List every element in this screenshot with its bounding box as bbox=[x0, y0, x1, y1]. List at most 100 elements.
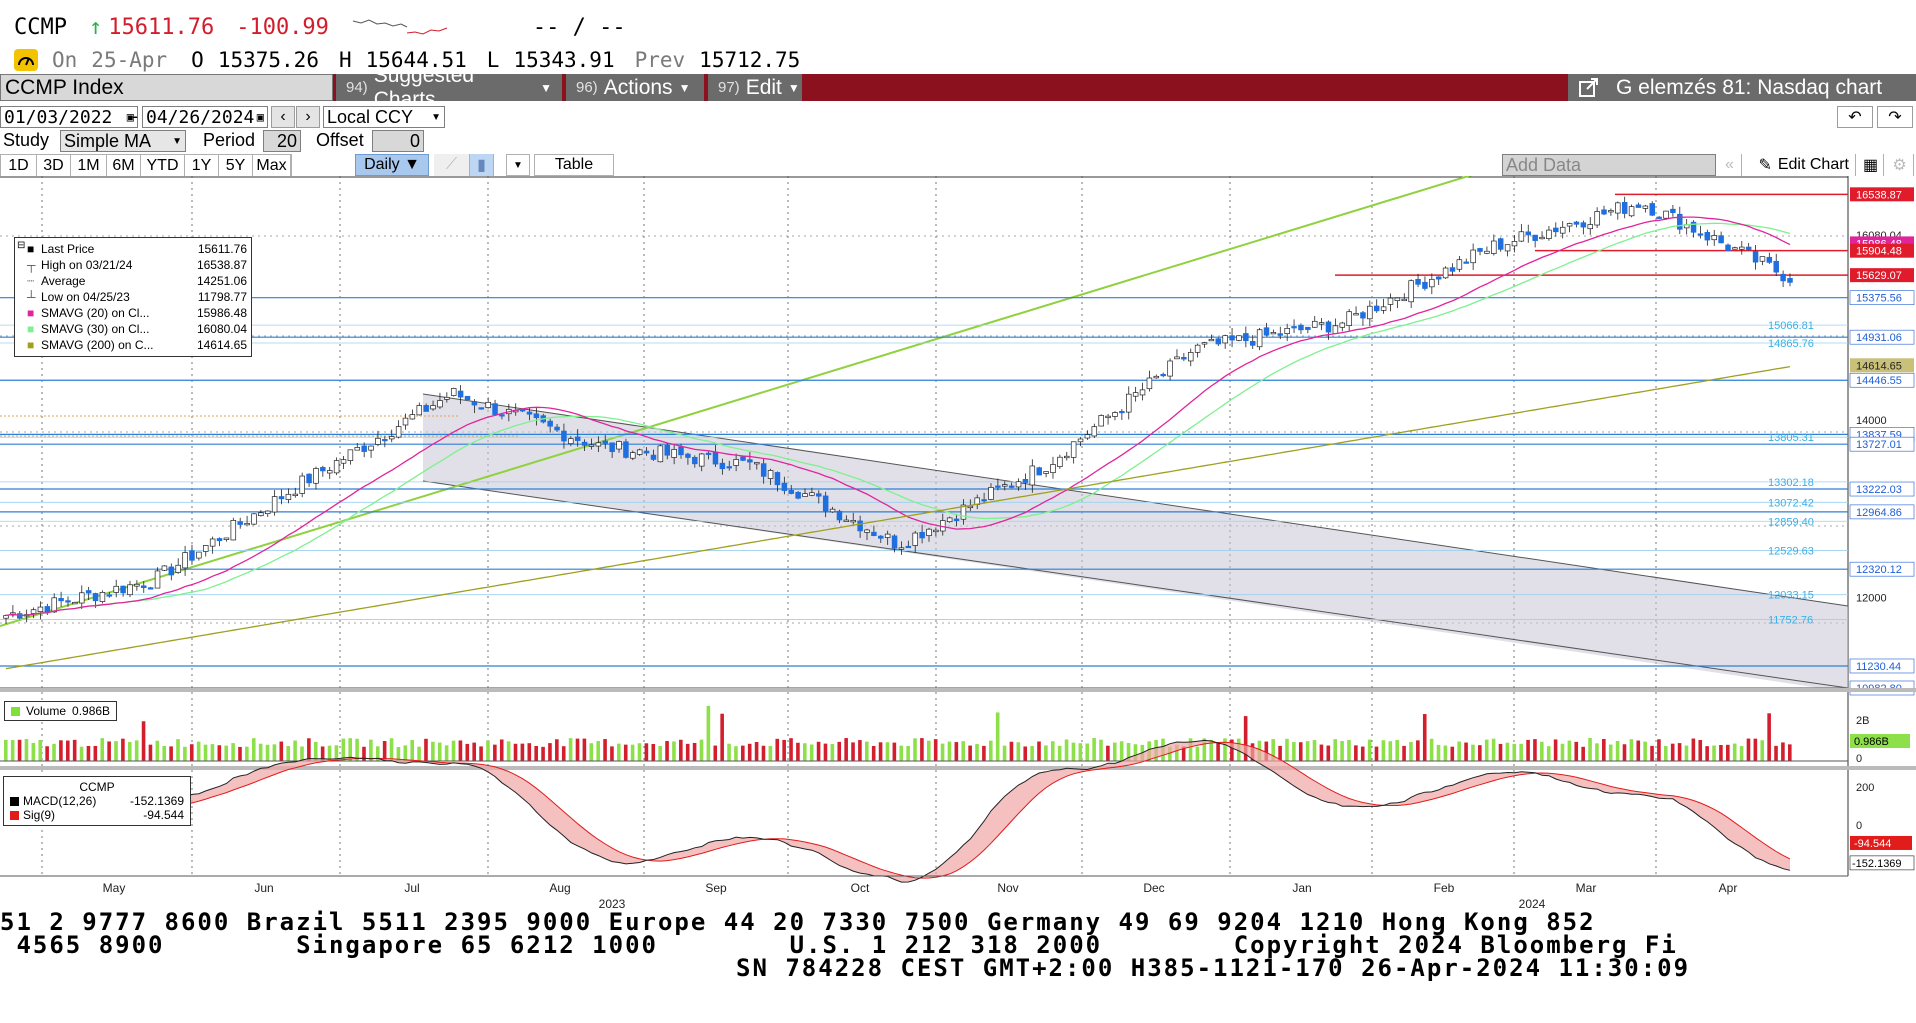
prev-period-button[interactable]: ‹ bbox=[271, 106, 295, 128]
price-tag bbox=[1849, 504, 1915, 520]
candle bbox=[1635, 204, 1642, 208]
suggested-charts-menu[interactable]: 94) Suggested Charts ▼ bbox=[336, 64, 562, 111]
candle bbox=[1112, 412, 1118, 417]
legend-value: 15986.48 bbox=[196, 306, 247, 320]
undo-button[interactable]: ↶ bbox=[1837, 106, 1873, 128]
volume-bar bbox=[1071, 742, 1076, 761]
volume-bar bbox=[107, 741, 111, 761]
candle bbox=[1546, 229, 1552, 239]
volume-bar bbox=[988, 740, 993, 761]
chart-type-dropdown[interactable]: ▼ bbox=[506, 154, 530, 176]
range-1d[interactable]: 1D bbox=[1, 155, 37, 177]
range-max[interactable]: Max bbox=[253, 155, 291, 177]
end-date-field[interactable]: 04/26/2024 ▣ bbox=[142, 106, 268, 128]
gauge-icon[interactable] bbox=[14, 49, 38, 71]
volume-bar bbox=[699, 739, 704, 761]
volume-bar bbox=[1595, 743, 1599, 761]
range-5y[interactable]: 5Y bbox=[219, 155, 253, 177]
range-3d[interactable]: 3D bbox=[37, 155, 71, 177]
calendar-icon[interactable]: ▣ bbox=[126, 110, 134, 124]
calendar-icon[interactable]: ▣ bbox=[256, 110, 264, 124]
volume-bar bbox=[1484, 739, 1489, 761]
volume-bar bbox=[45, 746, 49, 761]
frequency-select[interactable]: Daily ▼ bbox=[355, 154, 429, 176]
price-chart[interactable]: 15066.81 14865.76 13805.31 13302.18 13072.42… bbox=[0, 176, 1916, 918]
offset-input[interactable]: 0 bbox=[372, 130, 424, 152]
candle bbox=[244, 523, 250, 526]
volume-bar bbox=[947, 741, 952, 761]
volume-bar bbox=[1292, 742, 1296, 761]
chart-settings-button[interactable]: ▦ bbox=[1858, 154, 1884, 176]
volume-bar bbox=[1119, 741, 1124, 761]
start-date-field[interactable]: 01/03/2022 ▣ bbox=[0, 106, 138, 128]
menu-label: Actions bbox=[603, 75, 673, 99]
volume-bar bbox=[1278, 745, 1282, 761]
level-label: 13302.18 bbox=[1768, 477, 1814, 489]
volume-bar bbox=[1698, 740, 1703, 761]
table-button[interactable]: Table bbox=[534, 154, 614, 176]
volume-bar bbox=[1650, 745, 1654, 761]
currency-select[interactable]: Local CCY ▼ bbox=[323, 106, 445, 128]
volume-axis-label: 0 bbox=[1856, 753, 1862, 765]
redo-button[interactable]: ↷ bbox=[1877, 106, 1913, 128]
candle bbox=[1167, 360, 1173, 377]
range-ytd[interactable]: YTD bbox=[141, 155, 185, 177]
next-period-button[interactable]: › bbox=[296, 106, 320, 128]
security-field[interactable]: CCMP Index bbox=[0, 74, 333, 101]
bid-ask: -- / -- bbox=[532, 14, 626, 40]
volume-bar bbox=[1340, 741, 1344, 761]
volume-bar bbox=[513, 743, 518, 761]
candle bbox=[643, 450, 650, 454]
double-chevron-left-icon: « bbox=[1725, 156, 1734, 173]
volume-bar bbox=[258, 743, 263, 761]
volume-bar bbox=[141, 721, 146, 761]
macd-legend: CCMP MACD(12,26) -152.1369 Sig(9) -94.54… bbox=[3, 776, 191, 826]
candle bbox=[671, 449, 677, 458]
bar-chart-button[interactable]: ▮ bbox=[470, 154, 494, 176]
volume-bar bbox=[1092, 738, 1096, 761]
candle bbox=[471, 401, 478, 406]
level-label: 15066.81 bbox=[1768, 320, 1814, 332]
volume-bar bbox=[596, 741, 600, 761]
settings-button[interactable]: ⚙ bbox=[1886, 154, 1914, 176]
candle bbox=[692, 456, 698, 465]
range-1y[interactable]: 1Y bbox=[185, 155, 219, 177]
volume-bar bbox=[134, 740, 139, 761]
edit-menu[interactable]: 97) Edit ▼ bbox=[708, 74, 802, 101]
actions-menu[interactable]: 96) Actions ▼ bbox=[566, 74, 704, 101]
range-1m[interactable]: 1M bbox=[71, 155, 107, 177]
collapse-button[interactable]: « bbox=[1718, 154, 1742, 176]
chart-title-button[interactable]: G elemzés 81: Nasdaq chart bbox=[1568, 74, 1916, 101]
candle bbox=[1153, 375, 1160, 379]
volume-bar bbox=[1044, 745, 1048, 761]
candle bbox=[1615, 202, 1621, 214]
price-tag bbox=[1849, 329, 1915, 345]
period-input[interactable]: 20 bbox=[263, 130, 301, 152]
legend-swatch: ■ bbox=[27, 306, 35, 320]
period-value: 20 bbox=[276, 130, 297, 151]
candle bbox=[161, 565, 168, 571]
volume-bar bbox=[272, 744, 277, 761]
add-data-input[interactable]: Add Data bbox=[1502, 154, 1716, 176]
signal-tag bbox=[1850, 835, 1912, 850]
volume-bar bbox=[1126, 742, 1131, 761]
month-label: Mar bbox=[1576, 881, 1597, 895]
volume-bar bbox=[210, 744, 215, 761]
candle bbox=[1587, 224, 1593, 230]
volume-bar bbox=[1429, 738, 1434, 761]
volume-bar bbox=[1106, 745, 1110, 761]
edit-chart-button[interactable]: ✎ Edit Chart bbox=[1746, 154, 1856, 176]
candle bbox=[1318, 322, 1325, 325]
study-select[interactable]: Simple MA ▼ bbox=[60, 130, 186, 152]
on-label: On bbox=[52, 48, 78, 72]
candle bbox=[320, 467, 326, 472]
candle bbox=[450, 388, 457, 396]
line-chart-button[interactable]: ⟋ bbox=[434, 154, 470, 176]
collapse-icon[interactable]: ⊟ bbox=[17, 240, 26, 251]
macd-line bbox=[6, 739, 1791, 883]
range-6m[interactable]: 6M bbox=[107, 155, 141, 177]
candle bbox=[85, 590, 92, 594]
volume-bar bbox=[1436, 744, 1441, 761]
candle bbox=[209, 538, 216, 547]
candle bbox=[581, 441, 588, 446]
